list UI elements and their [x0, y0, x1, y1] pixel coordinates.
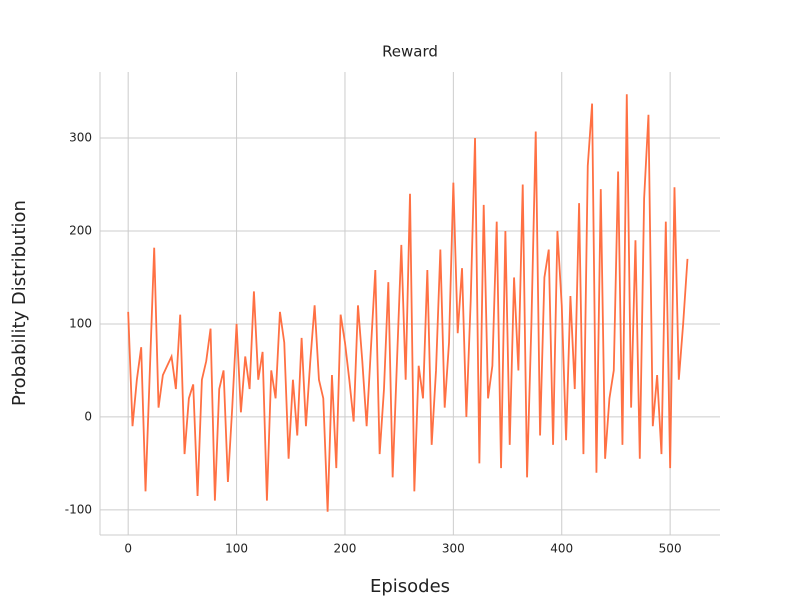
x-tick-label: 200 — [334, 542, 357, 556]
y-tick-label: 0 — [84, 409, 92, 423]
y-tick-label: 100 — [69, 316, 92, 330]
chart-title: Reward — [382, 43, 438, 61]
x-tick-label: 0 — [124, 542, 132, 556]
x-tick-label: 500 — [659, 542, 682, 556]
x-tick-label: 100 — [225, 542, 248, 556]
x-tick-label: 400 — [550, 542, 573, 556]
y-tick-label: 300 — [69, 131, 92, 145]
y-tick-label: 200 — [69, 223, 92, 237]
x-tick-label: 300 — [442, 542, 465, 556]
y-axis-label: Probability Distribution — [9, 200, 30, 406]
y-tick-label: -100 — [65, 502, 92, 516]
line-series — [127, 94, 689, 512]
x-axis-label: Episodes — [370, 576, 450, 597]
